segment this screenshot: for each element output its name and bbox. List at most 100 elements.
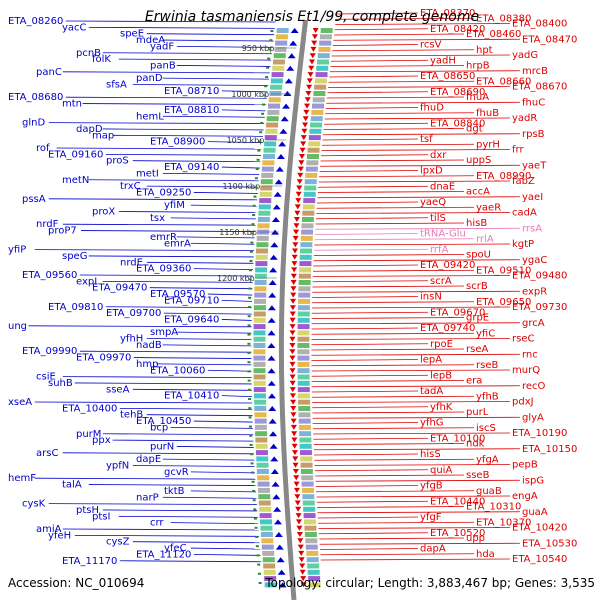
label-connector-right bbox=[313, 269, 475, 272]
feature-block bbox=[313, 91, 326, 96]
feature-block bbox=[263, 147, 276, 153]
strand-arrow-right bbox=[289, 317, 296, 323]
gene-label-left: yfhH bbox=[120, 334, 143, 345]
gene-label-left: ETA_09570 bbox=[150, 289, 205, 300]
label-connector-left bbox=[207, 141, 263, 144]
feature-block bbox=[305, 538, 318, 544]
feature-block bbox=[255, 267, 268, 273]
label-connector-right bbox=[334, 33, 465, 36]
strand-arrow-right bbox=[289, 336, 296, 342]
feature-block bbox=[261, 544, 274, 550]
label-connector-left bbox=[146, 33, 275, 36]
gene-label-right: uppS bbox=[466, 155, 491, 166]
feature-block bbox=[262, 154, 275, 159]
label-connector-right bbox=[311, 338, 511, 340]
gene-label-right: kgtP bbox=[512, 239, 534, 250]
minor-tick bbox=[253, 517, 257, 520]
feature-block bbox=[262, 550, 275, 556]
strand-arrow-right bbox=[294, 500, 301, 506]
strand-arrow-right bbox=[292, 469, 299, 474]
label-connector-left bbox=[88, 179, 259, 182]
strand-arrow-left bbox=[271, 217, 280, 222]
feature-block bbox=[298, 412, 311, 418]
label-connector-right bbox=[319, 175, 475, 178]
label-connector-left bbox=[34, 477, 256, 480]
gene-label-right: ETA_09670 bbox=[430, 307, 485, 318]
minor-tick bbox=[258, 582, 262, 584]
gene-label-left: panB bbox=[150, 60, 176, 71]
gene-label-left: smpA bbox=[150, 327, 178, 338]
minor-tick bbox=[250, 241, 254, 244]
label-connector-left bbox=[193, 268, 254, 271]
strand-arrow-right bbox=[294, 494, 301, 500]
strand-arrow-left bbox=[290, 28, 299, 33]
feature-block bbox=[307, 569, 320, 575]
label-connector-right bbox=[331, 54, 511, 57]
label-connector-left bbox=[74, 382, 252, 385]
gene-label-right: rseC bbox=[512, 334, 534, 345]
feature-block bbox=[268, 97, 281, 103]
label-connector-right bbox=[312, 275, 511, 277]
gene-label-left: tktB bbox=[164, 486, 185, 497]
label-connector-left bbox=[132, 84, 269, 86]
strand-arrow-right bbox=[292, 248, 299, 254]
label-connector-right bbox=[325, 112, 475, 115]
strand-arrow-right bbox=[291, 450, 298, 456]
label-connector-left bbox=[170, 427, 253, 429]
strand-arrow-left bbox=[272, 204, 281, 210]
feature-block bbox=[273, 53, 286, 59]
feature-block bbox=[261, 538, 274, 544]
label-connector-right bbox=[312, 406, 429, 409]
strand-arrow-left bbox=[287, 53, 296, 59]
feature-block bbox=[253, 311, 266, 317]
strand-arrow-right bbox=[302, 122, 309, 128]
strand-arrow-right bbox=[290, 406, 297, 411]
gene-label-right: ETA_08690 bbox=[430, 87, 485, 98]
strand-arrow-right bbox=[289, 343, 296, 348]
label-connector-right bbox=[311, 343, 429, 346]
strand-arrow-right bbox=[290, 412, 297, 418]
label-connector-right bbox=[315, 474, 465, 477]
strand-arrow-right bbox=[297, 544, 304, 550]
strand-arrow-right bbox=[293, 223, 300, 229]
gene-label-right: tsf bbox=[420, 134, 433, 145]
minor-tick bbox=[249, 434, 253, 437]
feature-block bbox=[308, 135, 321, 141]
gene-label-left: talA bbox=[62, 480, 82, 491]
feature-block bbox=[253, 349, 266, 355]
strand-arrow-left bbox=[272, 494, 281, 500]
feature-block bbox=[260, 179, 273, 185]
label-connector-left bbox=[48, 198, 258, 201]
gene-label-left: mdeA bbox=[136, 35, 165, 46]
strand-arrow-right bbox=[289, 393, 296, 399]
gene-label-right: dapA bbox=[420, 544, 446, 555]
minor-tick bbox=[248, 296, 252, 299]
label-connector-right bbox=[311, 322, 521, 325]
feature-block bbox=[271, 72, 284, 78]
strand-arrow-right bbox=[290, 273, 297, 279]
feature-block bbox=[254, 424, 267, 430]
label-connector-right bbox=[322, 138, 419, 141]
feature-block bbox=[307, 563, 320, 569]
minor-tick bbox=[247, 370, 251, 373]
feature-block bbox=[270, 84, 283, 90]
minor-tick bbox=[250, 232, 254, 235]
gene-label-right: ETA_10530 bbox=[522, 538, 577, 549]
gene-label-right: iscS bbox=[476, 423, 496, 434]
label-connector-left bbox=[190, 204, 257, 207]
feature-block bbox=[306, 550, 319, 556]
label-connector-left bbox=[193, 554, 261, 556]
gene-label-left: ETA_09140 bbox=[164, 162, 219, 173]
gene-label-left: ETA_08900 bbox=[150, 137, 205, 148]
gene-label-left: mtn bbox=[62, 99, 82, 110]
feature-block bbox=[297, 355, 310, 361]
label-connector-left bbox=[133, 357, 252, 359]
gene-label-right: yaeT bbox=[522, 160, 547, 171]
label-connector-left bbox=[162, 344, 252, 347]
feature-block bbox=[300, 242, 313, 248]
strand-arrow-left bbox=[268, 418, 277, 424]
feature-block bbox=[304, 179, 317, 185]
feature-block bbox=[260, 185, 273, 191]
gene-label-right: dnaE bbox=[430, 181, 455, 192]
feature-block bbox=[298, 424, 311, 430]
